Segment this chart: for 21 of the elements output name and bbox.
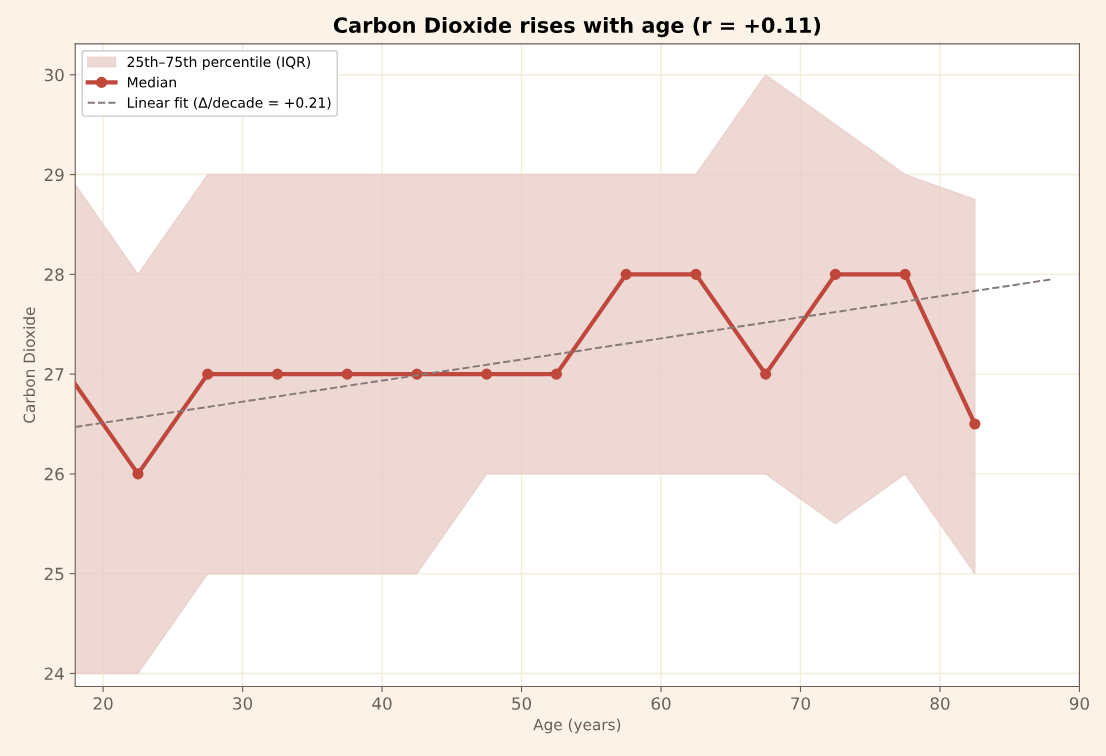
x-tick-label: 90: [1069, 697, 1089, 710]
y-tick-label: 29: [44, 168, 64, 182]
x-axis-title: Age (years): [533, 718, 621, 734]
x-tick-label: 30: [233, 697, 253, 710]
y-tick-label: 26: [44, 467, 64, 481]
x-tick-label: 20: [93, 697, 113, 710]
y-tick-label: 24: [44, 667, 64, 680]
chart-title: Carbon Dioxide rises with age (r = +0.11): [333, 16, 821, 38]
x-tick-label: 80: [930, 697, 950, 710]
y-tick-label: 25: [44, 567, 64, 581]
x-tick-label: 50: [512, 697, 532, 710]
legend-label: 25th–75th percentile (IQR): [127, 56, 310, 70]
y-tick-label: 28: [44, 268, 64, 281]
x-tick-label: 40: [372, 697, 392, 710]
legend-label: Median: [127, 76, 176, 88]
legend-label: Linear fit (Δ/decade = +0.21): [127, 97, 331, 110]
y-axis-title: Carbon Dioxide: [23, 307, 36, 423]
y-tick-label: 30: [44, 68, 64, 82]
x-tick-label: 70: [791, 697, 810, 710]
x-tick-label: 60: [651, 697, 671, 710]
y-tick-label: 27: [44, 368, 64, 381]
